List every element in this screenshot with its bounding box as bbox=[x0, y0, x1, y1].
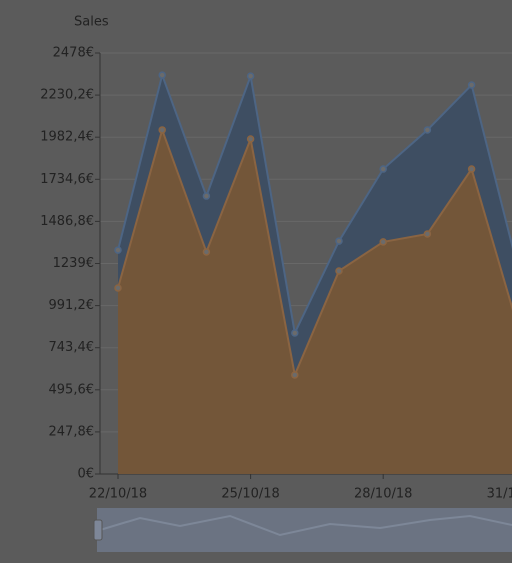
point bbox=[158, 71, 166, 79]
point bbox=[467, 165, 476, 173]
line bbox=[117, 71, 512, 337]
point bbox=[423, 126, 432, 134]
point bbox=[114, 246, 122, 254]
y-axis-title: Sales bbox=[74, 15, 109, 30]
point bbox=[335, 267, 343, 275]
area bbox=[118, 129, 512, 474]
point bbox=[246, 72, 255, 80]
y-tick-label: 1734,6€ bbox=[40, 172, 94, 187]
x-tick-label: 28/10/18 bbox=[354, 487, 412, 502]
point bbox=[423, 230, 432, 238]
point bbox=[467, 81, 476, 89]
point bbox=[379, 238, 387, 246]
y-tick-label: 495,6€ bbox=[49, 382, 95, 397]
point bbox=[291, 329, 299, 337]
point bbox=[379, 165, 387, 173]
point bbox=[202, 192, 211, 200]
y-tick-label: 1486,8€ bbox=[40, 214, 94, 229]
x-tick-label: 25/10/18 bbox=[221, 487, 279, 502]
x-tick-label: 31/10/18 bbox=[487, 487, 512, 502]
line bbox=[117, 126, 512, 379]
point bbox=[202, 248, 211, 256]
point bbox=[335, 237, 343, 245]
y-tick-label: 1239€ bbox=[53, 256, 94, 271]
y-tick-label: 2478€ bbox=[53, 46, 94, 61]
y-tick-label: 743,4€ bbox=[49, 340, 95, 355]
scrollbar-handle[interactable] bbox=[93, 519, 103, 541]
scrollbar[interactable] bbox=[93, 508, 512, 552]
y-tick-label: 991,2€ bbox=[49, 298, 95, 313]
scrollbar-preview bbox=[99, 514, 512, 537]
point bbox=[246, 135, 255, 143]
point bbox=[114, 284, 122, 292]
y-tick-label: 1982,4€ bbox=[40, 130, 94, 145]
y-tick-label: 2230,2€ bbox=[40, 88, 94, 103]
x-tick-label: 22/10/18 bbox=[89, 487, 147, 502]
point bbox=[158, 126, 166, 134]
point bbox=[291, 371, 299, 379]
y-tick-label: 0€ bbox=[77, 467, 94, 482]
y-tick-label: 247,8€ bbox=[49, 424, 95, 439]
